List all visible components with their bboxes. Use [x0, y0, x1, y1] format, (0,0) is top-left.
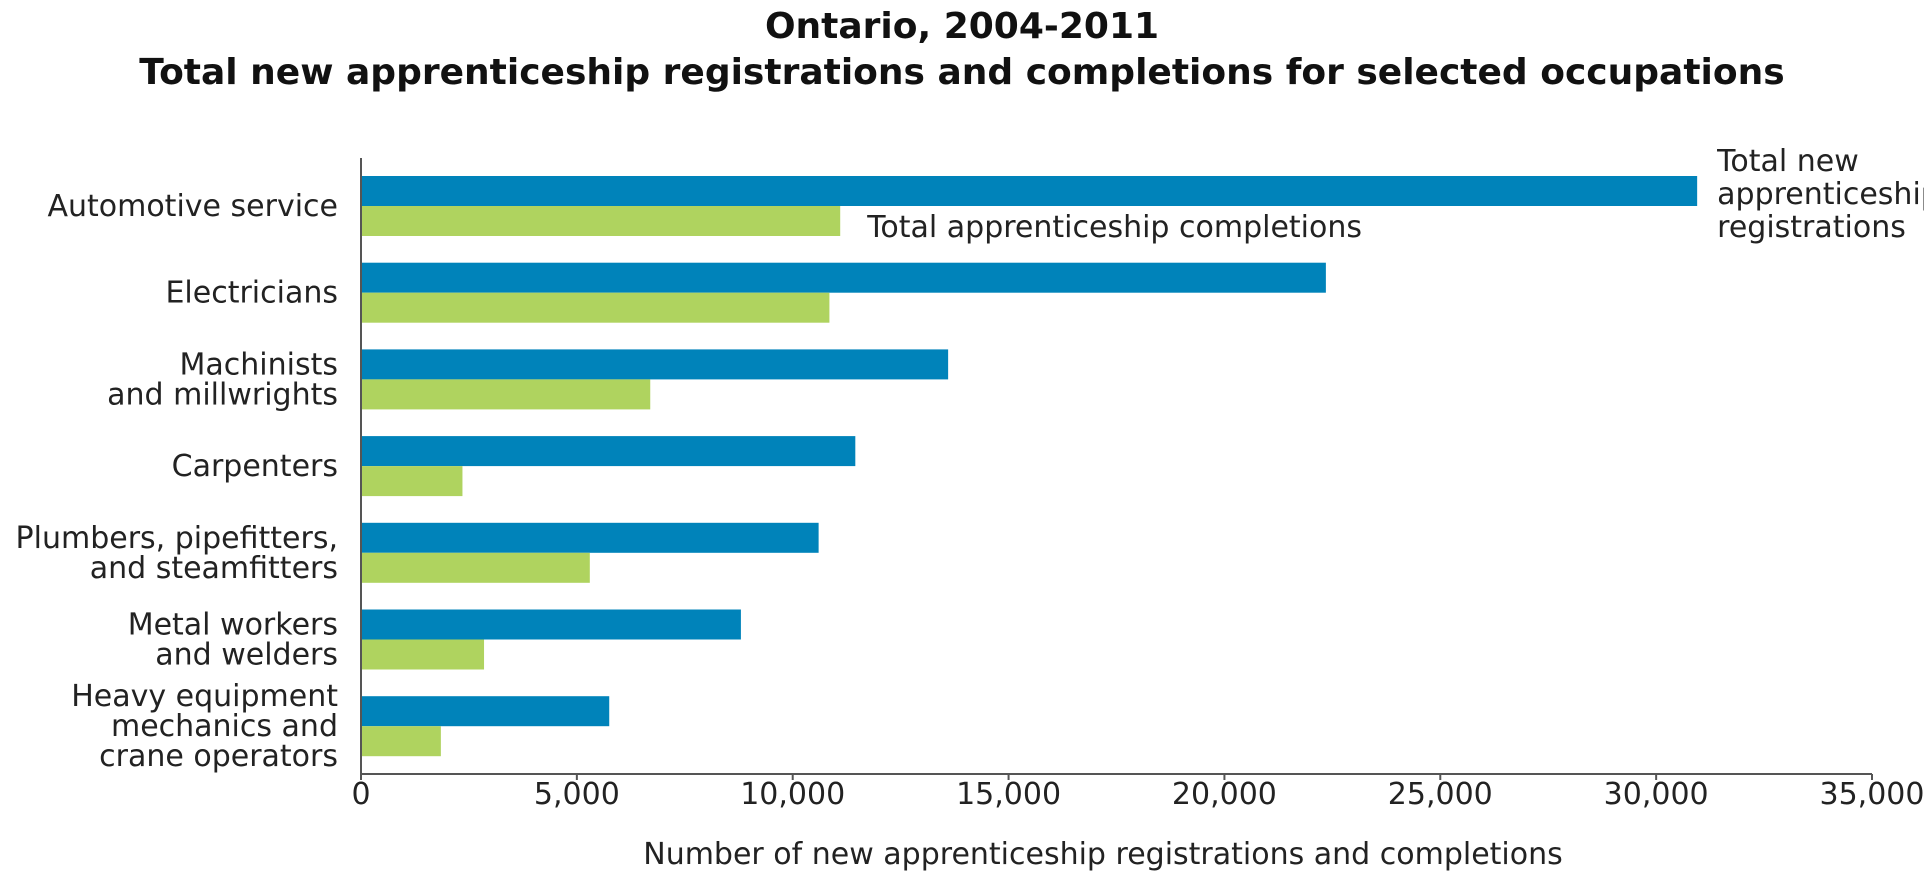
- x-tick-label: 0: [351, 777, 370, 812]
- registrations-series-label: Total new: [1716, 144, 1859, 179]
- x-tick-label: 30,000: [1604, 777, 1709, 812]
- category-label: Plumbers, pipefitters,: [16, 521, 338, 556]
- completions-bar: [361, 466, 463, 497]
- category-label: and welders: [155, 638, 338, 673]
- completions-bar: [361, 292, 830, 323]
- bars-group: [361, 176, 1698, 757]
- x-axis-title: Number of new apprenticeship registratio…: [643, 837, 1563, 872]
- category-labels-group: Automotive service Electricians Machinists…: [16, 189, 339, 774]
- chart-title-block: Ontario, 2004-2011 Total new apprentices…: [0, 4, 1924, 96]
- completions-bar: [361, 206, 841, 236]
- completions-bar: [361, 379, 651, 410]
- registrations-bar: [361, 176, 1698, 206]
- x-tick-label: 5,000: [534, 777, 620, 812]
- x-tick-label: 15,000: [956, 777, 1061, 812]
- registrations-bar: [361, 349, 949, 380]
- registrations-series-label: apprenticeship: [1717, 177, 1924, 212]
- x-tick-label: 20,000: [1172, 777, 1277, 812]
- category-label: and millwrights: [107, 377, 338, 412]
- chart-subtitle: Total new apprenticeship registrations a…: [139, 52, 1785, 93]
- registrations-bar: [361, 262, 1326, 293]
- category-label: Carpenters: [172, 449, 338, 484]
- registrations-bar: [361, 609, 741, 640]
- chart-title: Ontario, 2004-2011: [764, 6, 1160, 47]
- x-ticks-group: 0 5,000 10,000 15,000 20,000 25,000 30,000 35,0…: [351, 774, 1924, 812]
- completions-bar: [361, 639, 485, 670]
- registrations-bar: [361, 696, 610, 727]
- category-label: and steamfitters: [90, 551, 338, 586]
- completions-bar: [361, 726, 441, 757]
- x-tick-label: 10,000: [740, 777, 845, 812]
- registrations-bar: [361, 522, 819, 553]
- x-tick-label: 25,000: [1388, 777, 1493, 812]
- registrations-bar: [361, 436, 856, 467]
- x-tick-label: 35,000: [1820, 777, 1924, 812]
- category-label: Heavy equipment: [71, 679, 338, 714]
- completions-bar: [361, 552, 590, 583]
- category-label: Machinists: [180, 347, 338, 382]
- category-label: Automotive service: [47, 189, 338, 224]
- category-label: mechanics and: [111, 709, 338, 744]
- category-label: Electricians: [165, 276, 338, 311]
- category-label: Metal workers: [128, 608, 338, 643]
- completions-series-label: Total apprenticeship completions: [866, 210, 1362, 245]
- category-label: crane operators: [99, 739, 338, 774]
- registrations-series-label: registrations: [1717, 210, 1906, 245]
